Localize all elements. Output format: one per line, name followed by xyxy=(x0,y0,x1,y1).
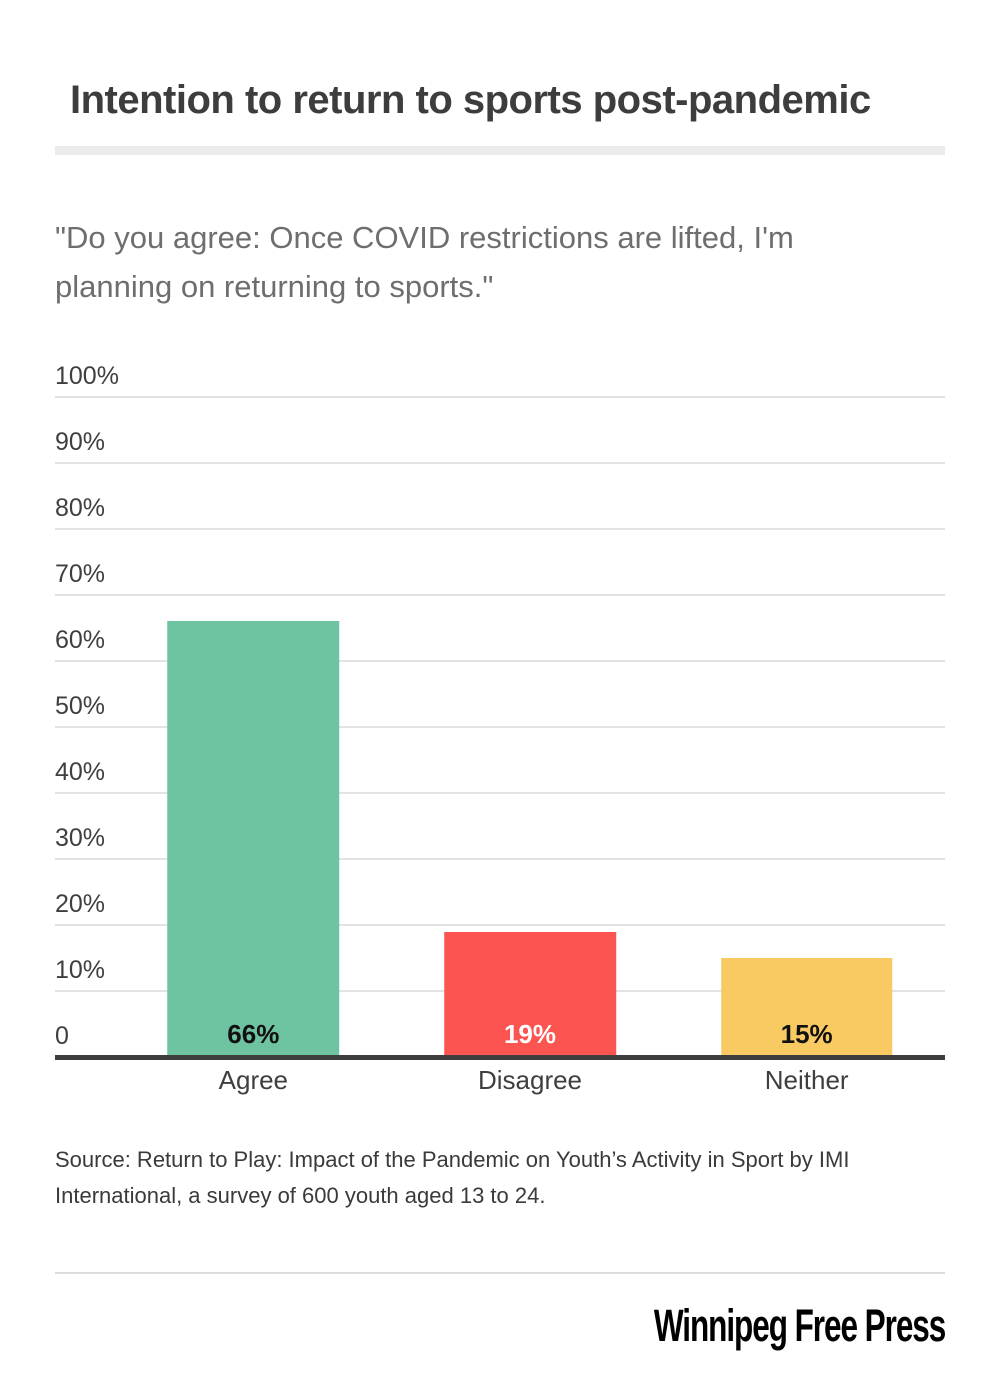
y-tick-label: 60% xyxy=(55,626,106,654)
title-divider xyxy=(55,146,945,155)
bar: 15% xyxy=(720,958,893,1057)
gridline xyxy=(55,462,945,464)
bar-chart: 100% 90% 80% 70% 60% 50% 40% 30% 20% 10% 0 66% 19% 1… xyxy=(55,362,945,1095)
y-tick-label: 90% xyxy=(55,428,106,456)
gridline xyxy=(55,924,945,926)
gridline xyxy=(55,396,945,398)
bars-container: 66% 19% 15% xyxy=(115,397,945,1057)
bar-value-label: 15% xyxy=(780,1019,833,1049)
gridline xyxy=(55,528,945,530)
bar-value-label: 19% xyxy=(503,1019,557,1049)
source-note: Source: Return to Play: Impact of the Pa… xyxy=(55,1147,850,1208)
bar-slot: 66% xyxy=(115,397,392,1057)
category-label: Neither xyxy=(764,1065,849,1095)
publisher-row: Winnipeg Free Press xyxy=(55,1300,946,1352)
y-tick-label: 100% xyxy=(55,362,119,390)
bar: 66% xyxy=(167,621,340,1057)
footer-divider xyxy=(55,1272,945,1274)
chart-title: Intention to return to sports post-pande… xyxy=(70,78,871,122)
y-tick-label: 70% xyxy=(55,560,106,588)
y-tick-label: 40% xyxy=(55,758,106,786)
y-tick-label: 20% xyxy=(55,890,106,918)
gridline xyxy=(55,726,945,728)
gridline xyxy=(55,594,945,596)
y-tick-label: 10% xyxy=(55,956,106,984)
plot-area: 100% 90% 80% 70% 60% 50% 40% 30% 20% 10% 0 66% 19% 1… xyxy=(55,362,945,1060)
publisher-logo: Winnipeg Free Press xyxy=(653,1300,946,1351)
chart-subtitle: "Do you agree: Once COVID restrictions a… xyxy=(55,220,794,304)
y-tick-label: 30% xyxy=(55,824,106,852)
gridline xyxy=(55,660,945,662)
y-tick-label: 0 xyxy=(55,1022,69,1050)
category-labels: Agree Disagree Neither xyxy=(115,1065,945,1095)
bar: 19% xyxy=(444,931,616,1057)
gridline xyxy=(55,858,945,860)
y-tick-label: 50% xyxy=(55,692,106,720)
category-label: Disagree xyxy=(477,1065,583,1095)
bar-slot: 15% xyxy=(668,397,945,1057)
gridline xyxy=(55,792,945,794)
bar-slot: 19% xyxy=(392,397,669,1057)
y-tick-label: 80% xyxy=(55,494,106,522)
category-label: Agree xyxy=(218,1065,289,1095)
x-axis-line xyxy=(55,1055,945,1060)
bar-value-label: 66% xyxy=(227,1019,280,1049)
